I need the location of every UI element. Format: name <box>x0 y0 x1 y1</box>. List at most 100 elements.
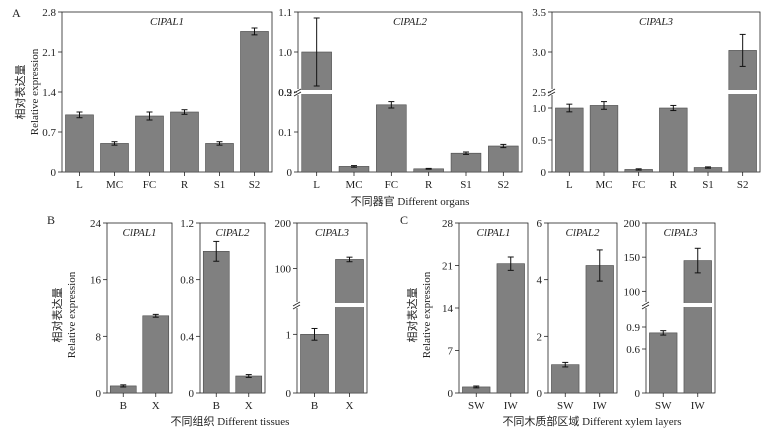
bar <box>585 265 614 394</box>
bar-break-gap <box>682 303 713 307</box>
x-tick-label: IW <box>504 400 519 412</box>
x-tick-label: S2 <box>249 179 261 191</box>
y-tick-label: 24 <box>90 218 102 230</box>
bar <box>555 107 584 173</box>
y-tick-label: 0.8 <box>180 275 194 287</box>
x-tick-label: SW <box>655 400 672 412</box>
x-tick-label: S1 <box>460 179 472 191</box>
y-tick-label: 16 <box>90 275 102 287</box>
y-tick-label: 0 <box>541 167 547 179</box>
x-tick-label: MC <box>345 179 362 191</box>
chart-c2: ClPAL2 0 2 4 6 SW IW <box>537 218 618 412</box>
y-tick-label: 200 <box>624 218 641 230</box>
y-tick-label: 100 <box>275 264 292 276</box>
panel-label-a: A <box>12 6 21 20</box>
plot-frame <box>106 222 173 394</box>
x-tick-label: R <box>181 179 189 191</box>
y-label-c-en: Relative expression <box>421 271 433 358</box>
chart-title: ClPAL2 <box>565 227 600 239</box>
x-tick-label: L <box>313 179 320 191</box>
y-tick-label: 1.2 <box>180 218 194 230</box>
bar <box>300 334 329 394</box>
y-tick-label: 0 <box>189 388 195 400</box>
bar <box>376 104 407 173</box>
bar <box>202 251 230 394</box>
x-tick-label: FC <box>385 179 398 191</box>
bar <box>335 259 364 394</box>
y-tick-label: 3.5 <box>532 7 546 19</box>
y-tick-label: 0.2 <box>278 87 292 99</box>
y-tick-label: 2.8 <box>42 7 56 19</box>
axis-break-gap <box>296 302 299 308</box>
chart-b2: ClPAL2 0 0.4 0.8 1.2 B X <box>180 218 266 412</box>
bar <box>100 143 129 173</box>
plots: ClPAL1 0 0.7 1.4 2.1 2.8 L MC FC R S1 S2 ClPAL2 0 0.1 0… <box>42 7 761 412</box>
x-label-a: 不同器官 Different organs <box>351 194 470 208</box>
y-tick-label: 1.0 <box>532 103 546 115</box>
panel-label-c: C <box>400 213 408 227</box>
chart-b1: ClPAL1 0 8 16 24 B X <box>90 218 173 412</box>
bar <box>496 263 525 394</box>
bar <box>589 105 619 173</box>
bar-break-gap <box>334 303 365 307</box>
axis-break-mark <box>547 91 556 97</box>
x-tick-label: S1 <box>214 179 226 191</box>
bar <box>683 260 712 394</box>
bar <box>235 375 263 394</box>
x-tick-label: B <box>120 400 127 412</box>
axis-break-mark <box>641 304 650 310</box>
x-tick-label: S1 <box>702 179 714 191</box>
chart-b3: ClPAL3 0 1 100 200 B X <box>275 218 368 412</box>
axis-break-mark <box>641 301 650 307</box>
axis-break-gap <box>645 302 648 308</box>
axis-break-gap <box>551 89 554 95</box>
y-tick-label: 14 <box>442 303 454 315</box>
x-tick-label: R <box>425 179 433 191</box>
y-tick-label: 1.1 <box>278 7 292 19</box>
y-tick-label: 3.0 <box>532 47 546 59</box>
y-tick-label: 6 <box>537 218 543 230</box>
bar <box>728 50 757 173</box>
y-tick-label: 200 <box>275 218 292 230</box>
y-label-b-en: Relative expression <box>66 271 78 358</box>
x-label-c: 不同木质部区域 Different xylem layers <box>502 414 681 428</box>
axis-break-mark <box>292 301 301 307</box>
y-tick-label: 0.9 <box>278 87 292 99</box>
chart-title: ClPAL2 <box>393 16 428 28</box>
y-label-c: 相对表达量 Relative expression <box>405 271 433 358</box>
chart-title: ClPAL3 <box>663 227 698 239</box>
x-tick-label: S2 <box>498 179 510 191</box>
chart-a1: ClPAL1 0 0.7 1.4 2.1 2.8 L MC FC R S1 S2 <box>42 7 273 191</box>
x-tick-label: FC <box>632 179 645 191</box>
bar <box>205 143 234 173</box>
chart-title: ClPAL1 <box>476 227 510 239</box>
y-label-a-en: Relative expression <box>29 48 41 135</box>
bar-break-gap <box>300 90 333 94</box>
x-tick-label: B <box>311 400 318 412</box>
y-label-c-cn: 相对表达量 <box>405 288 419 343</box>
chart-c1: ClPAL1 0 7 14 21 28 SW IW <box>442 218 529 412</box>
axis-break-mark <box>293 88 302 94</box>
y-tick-label: 0.4 <box>180 331 194 343</box>
y-label-b-cn: 相对表达量 <box>50 288 64 343</box>
y-tick-label: 100 <box>624 286 641 298</box>
bar <box>65 114 94 173</box>
y-tick-label: 0 <box>51 167 57 179</box>
y-tick-label: 1 <box>286 329 292 341</box>
bar <box>551 364 580 394</box>
y-tick-label: 1.0 <box>278 47 292 59</box>
x-tick-label: MC <box>106 179 123 191</box>
bar <box>488 145 519 173</box>
x-tick-label: IW <box>593 400 608 412</box>
x-tick-label: X <box>346 400 354 412</box>
y-tick-label: 0 <box>286 388 292 400</box>
y-tick-label: 21 <box>442 261 453 273</box>
x-tick-label: FC <box>143 179 156 191</box>
bar <box>142 315 170 394</box>
y-tick-label: 0.9 <box>626 322 640 334</box>
plot-frame <box>547 222 618 394</box>
y-tick-label: 1.4 <box>42 87 56 99</box>
x-tick-label: X <box>245 400 253 412</box>
chart-a2: ClPAL2 0 0.1 0.20.9 1.0 1.1 L MC FC R S1 S2 <box>278 7 523 191</box>
